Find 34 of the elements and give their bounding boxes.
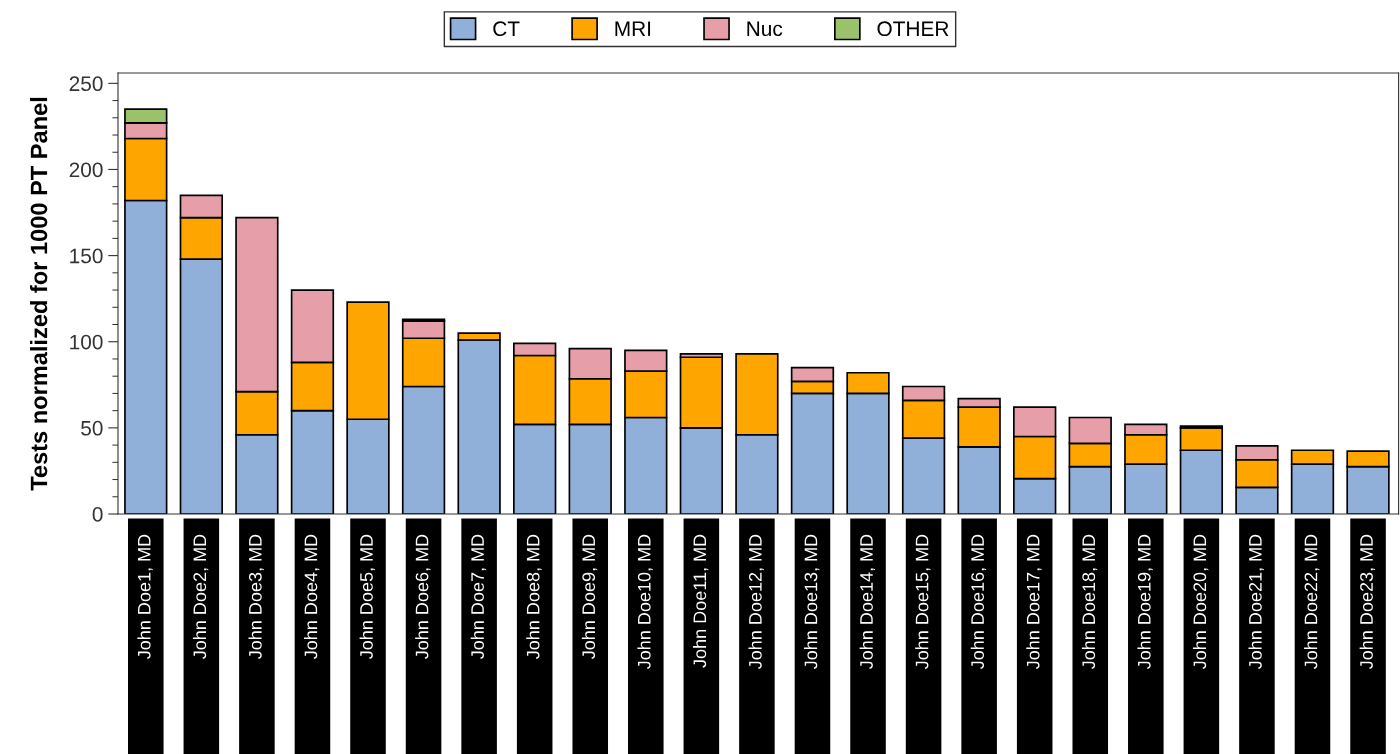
x-tick-label: John Doe17, MD [1026, 534, 1042, 670]
y-tick-label: 0 [92, 507, 103, 522]
y-tick-label: 50 [81, 420, 103, 436]
x-tick-label: John Doe7, MD [470, 534, 487, 659]
y-tick-label: 150 [70, 248, 103, 264]
x-tick-label: John Doe22, MD [1304, 534, 1320, 670]
legend-label: OTHER [877, 21, 949, 37]
x-tick-label: John Doe2, MD [192, 534, 209, 659]
y-tick-label: 200 [69, 162, 103, 178]
x-tick-label: John Doe19, MD [1137, 534, 1153, 670]
x-tick-label: John Doe16, MD [970, 534, 987, 670]
x-tick-label: John Doe11, MD [692, 534, 709, 668]
y-tick-label: 250 [69, 76, 103, 92]
x-tick-label: John Doe15, MD [915, 534, 931, 670]
legend-label: MRI [615, 21, 651, 36]
y-tick-label: 100 [70, 334, 103, 350]
x-tick-label: John Doe13, MD [804, 534, 820, 670]
x-tick-label: John Doe23, MD [1359, 534, 1376, 670]
x-tick-label: John Doe9, MD [581, 534, 598, 659]
x-tick-label: John Doe3, MD [248, 534, 264, 659]
x-tick-label: John Doe20, MD [1192, 534, 1209, 670]
x-tick-label: John Doe12, MD [748, 534, 764, 670]
x-tick-label: John Doe8, MD [526, 534, 542, 659]
x-tick-label: John Doe18, MD [1081, 534, 1098, 670]
legend-label: CT [493, 21, 520, 37]
x-tick-label: John Doe14, MD [859, 534, 876, 670]
y-axis-title: Tests normalized for 1000 PT Panel [29, 97, 48, 491]
x-tick-label: John Doe21, MD [1248, 534, 1264, 670]
x-tick-label: John Doe4, MD [304, 534, 320, 659]
x-tick-label: John Doe6, MD [415, 534, 431, 659]
x-tick-label: John Doe5, MD [359, 534, 375, 659]
legend-label: Nuc [747, 21, 783, 37]
x-tick-label: John Doe1, MD [137, 534, 153, 659]
x-tick-label: John Doe10, MD [637, 534, 653, 670]
